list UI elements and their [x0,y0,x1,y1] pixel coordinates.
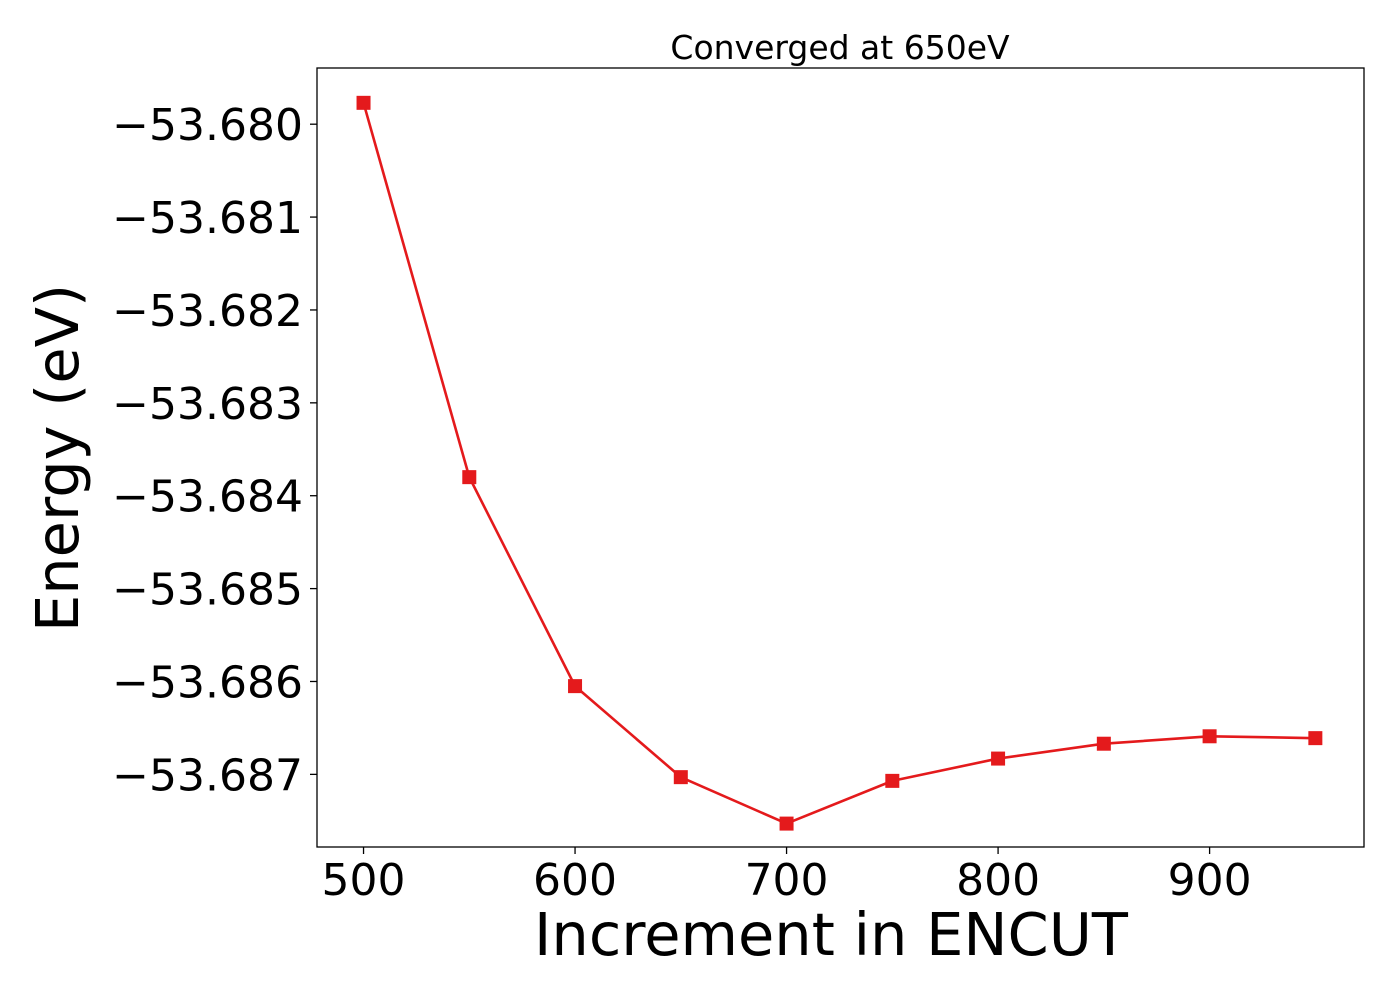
x-axis-ticks: 500 600 700 800 900 [322,847,1252,906]
y-tick-label: −53.687 [112,750,303,801]
x-tick-label: 800 [956,855,1040,906]
data-point-marker [1202,729,1217,744]
data-point-marker [885,773,900,788]
y-tick-label: −53.685 [112,565,303,616]
y-axis-ticks: −53.680 −53.681 −53.682 −53.683 −53.684 −53.6… [112,100,317,801]
plot-frame [316,67,1365,848]
data-point-marker [991,751,1006,766]
y-tick-label: −53.680 [112,100,303,151]
series-line [362,102,1316,825]
data-point-marker [1308,731,1323,746]
data-point-marker [779,816,794,831]
y-tick-label: −53.686 [112,657,303,708]
x-tick-label: 700 [745,855,829,906]
data-point-marker [356,95,371,110]
series-layer [356,95,1323,831]
x-tick-label: 500 [322,855,406,906]
y-tick-label: −53.684 [112,472,303,523]
y-tick-label: −53.683 [112,379,303,430]
data-point-marker [1096,736,1111,751]
y-axis-label: Energy (eV) [23,284,92,632]
data-point-marker [568,679,583,694]
y-tick-label: −53.681 [112,193,303,244]
x-tick-label: 600 [533,855,617,906]
data-point-marker [673,770,688,785]
y-tick-label: −53.682 [112,286,303,337]
data-point-marker [462,470,477,485]
chart-title: Converged at 650eV [670,28,1010,67]
x-axis-label: Increment in ENCUT [534,900,1129,969]
x-tick-label: 900 [1168,855,1252,906]
